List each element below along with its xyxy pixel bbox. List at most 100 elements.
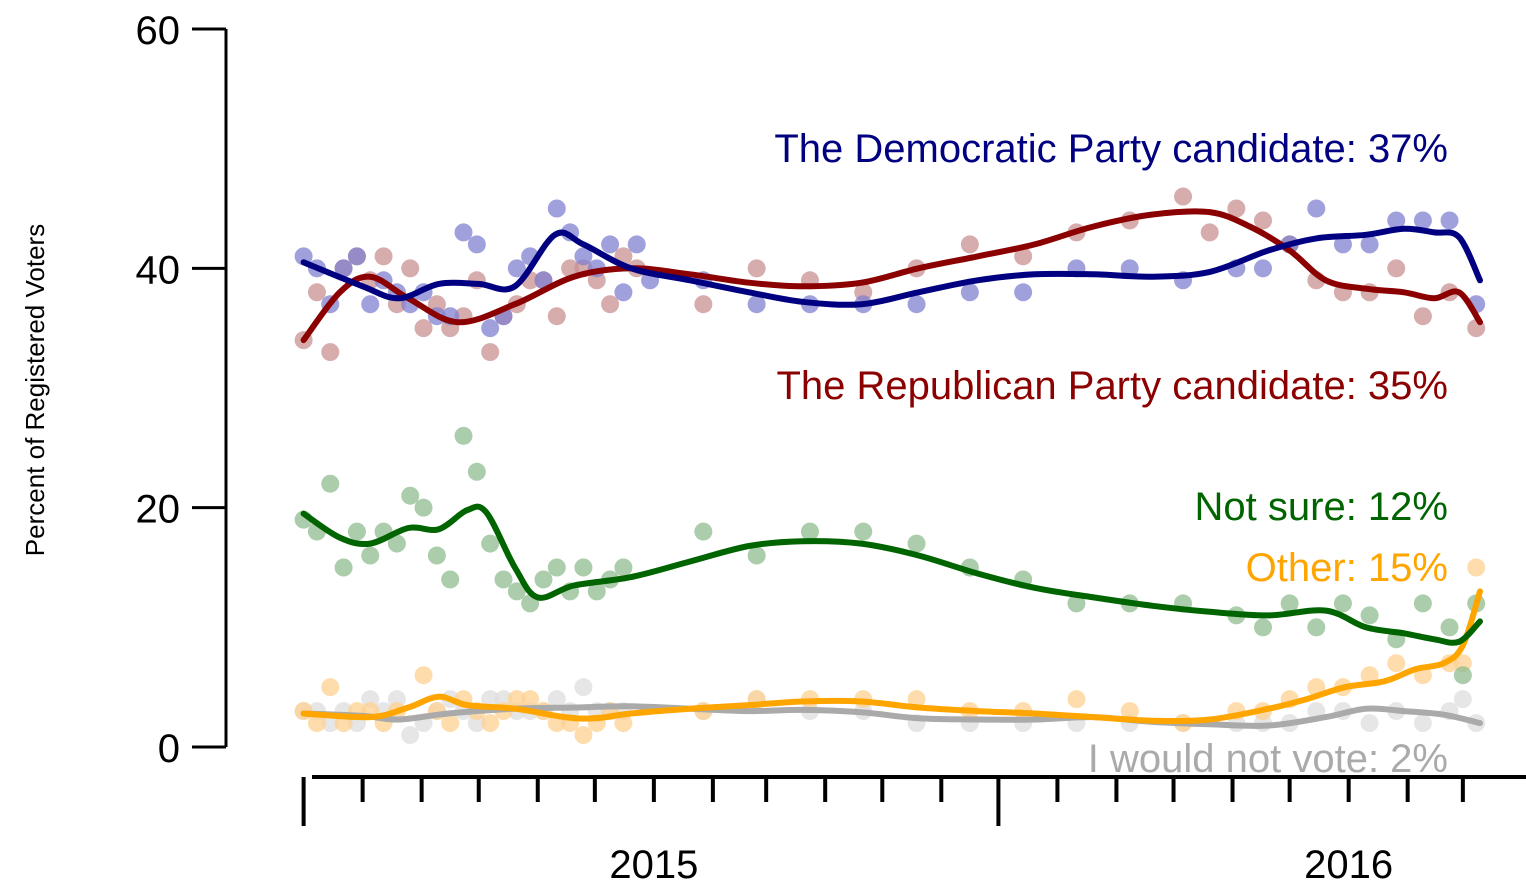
point-rep-38 xyxy=(1253,211,1272,230)
point-dem-42 xyxy=(1360,235,1379,254)
point-notsure-21 xyxy=(574,558,593,577)
point-dem-14 xyxy=(481,319,500,338)
point-dem-23 xyxy=(601,235,620,254)
point-other-13 xyxy=(481,714,500,733)
y-tick-label-0: 0 xyxy=(158,727,180,771)
point-other-8 xyxy=(414,666,433,685)
point-notsure-4 xyxy=(347,522,366,541)
point-notsure-7 xyxy=(387,534,406,553)
point-notsure-19 xyxy=(547,558,566,577)
point-notsure-18 xyxy=(534,570,553,589)
point-dem-41 xyxy=(1333,235,1352,254)
trend-lines xyxy=(300,208,1483,729)
point-rep-9 xyxy=(414,319,433,338)
point-notsure-5 xyxy=(361,546,380,565)
trend-line-other xyxy=(300,588,1483,725)
point-dem-43 xyxy=(1387,211,1406,230)
point-other-39 xyxy=(1360,666,1379,685)
point-rep-35 xyxy=(1174,187,1193,206)
point-notvote-44 xyxy=(1453,690,1472,709)
point-notsure-32 xyxy=(1067,594,1086,613)
point-notsure-24 xyxy=(614,558,633,577)
point-rep-20 xyxy=(561,259,580,278)
point-notsure-12 xyxy=(454,426,473,445)
point-dem-32 xyxy=(960,283,979,302)
point-other-40 xyxy=(1387,654,1406,673)
point-rep-37 xyxy=(1227,199,1246,218)
point-dem-25 xyxy=(627,235,646,254)
x-tick-label-2015: 2015 xyxy=(609,843,698,886)
y-axis-title: Percent of Registered Voters xyxy=(20,224,50,556)
point-notvote-8 xyxy=(401,726,420,745)
point-rep-44 xyxy=(1413,307,1432,326)
point-other-23 xyxy=(614,714,633,733)
point-rep-36 xyxy=(1200,223,1219,242)
point-notsure-36 xyxy=(1253,618,1272,637)
point-other-32 xyxy=(1120,702,1139,721)
point-notsure-15 xyxy=(494,570,513,589)
point-other-10 xyxy=(441,714,460,733)
point-dem-4 xyxy=(347,247,366,266)
point-notsure-42 xyxy=(1413,594,1432,613)
point-notsure-22 xyxy=(587,582,606,601)
point-dem-45 xyxy=(1440,211,1459,230)
point-notsure-40 xyxy=(1360,606,1379,625)
point-notsure-11 xyxy=(441,570,460,589)
series-label-would-not-vote: I would not vote: 2% xyxy=(1088,737,1448,781)
point-notvote-19 xyxy=(547,690,566,709)
point-notsure-37 xyxy=(1280,594,1299,613)
point-dem-31 xyxy=(907,295,926,314)
point-dem-16 xyxy=(507,259,526,278)
point-other-15 xyxy=(507,690,526,709)
point-notsure-38 xyxy=(1307,618,1326,637)
x-tick-label-2016: 2016 xyxy=(1304,843,1393,886)
point-notsure-27 xyxy=(800,522,819,541)
point-notsure-39 xyxy=(1333,594,1352,613)
point-notsure-28 xyxy=(854,522,873,541)
point-rep-26 xyxy=(694,295,713,314)
point-notsure-26 xyxy=(747,546,766,565)
point-notsure-3 xyxy=(334,558,353,577)
point-rep-31 xyxy=(960,235,979,254)
point-dem-38 xyxy=(1253,259,1272,278)
point-notsure-13 xyxy=(467,462,486,481)
point-dem-3 xyxy=(334,259,353,278)
point-other-44 xyxy=(1467,558,1486,577)
point-notsure-14 xyxy=(481,534,500,553)
point-rep-19 xyxy=(547,307,566,326)
point-notvote-14 xyxy=(481,690,500,709)
point-rep-14 xyxy=(481,343,500,362)
point-notsure-2 xyxy=(321,474,340,493)
trend-line-rep xyxy=(300,208,1483,344)
point-notsure-44 xyxy=(1453,666,1472,685)
series-label-democratic: The Democratic Party candidate: 37% xyxy=(774,127,1448,171)
point-notsure-29 xyxy=(907,534,926,553)
point-dem-21 xyxy=(574,247,593,266)
data-points xyxy=(294,187,1486,745)
y-tick-label-60: 60 xyxy=(136,9,181,53)
point-dem-28 xyxy=(747,295,766,314)
point-notsure-9 xyxy=(414,498,433,517)
point-other-31 xyxy=(1067,690,1086,709)
point-notsure-25 xyxy=(694,522,713,541)
point-other-20 xyxy=(574,726,593,745)
series-label-other: Other: 15% xyxy=(1246,546,1448,590)
point-notvote-42 xyxy=(1413,714,1432,733)
y-tick-label-20: 20 xyxy=(136,488,181,532)
trend-line-dem xyxy=(300,225,1483,308)
point-notsure-8 xyxy=(401,486,420,505)
point-rep-1 xyxy=(307,283,326,302)
trend-line-notsure xyxy=(300,503,1483,646)
point-rep-43 xyxy=(1387,259,1406,278)
point-notvote-40 xyxy=(1360,714,1379,733)
point-notsure-16 xyxy=(507,582,526,601)
point-rep-2 xyxy=(321,343,340,362)
y-tick-label-40: 40 xyxy=(136,248,181,292)
point-other-2 xyxy=(321,678,340,697)
point-dem-44 xyxy=(1413,211,1432,230)
point-other-16 xyxy=(521,690,540,709)
point-rep-32 xyxy=(1014,247,1033,266)
point-dem-5 xyxy=(361,295,380,314)
point-dem-35 xyxy=(1120,259,1139,278)
